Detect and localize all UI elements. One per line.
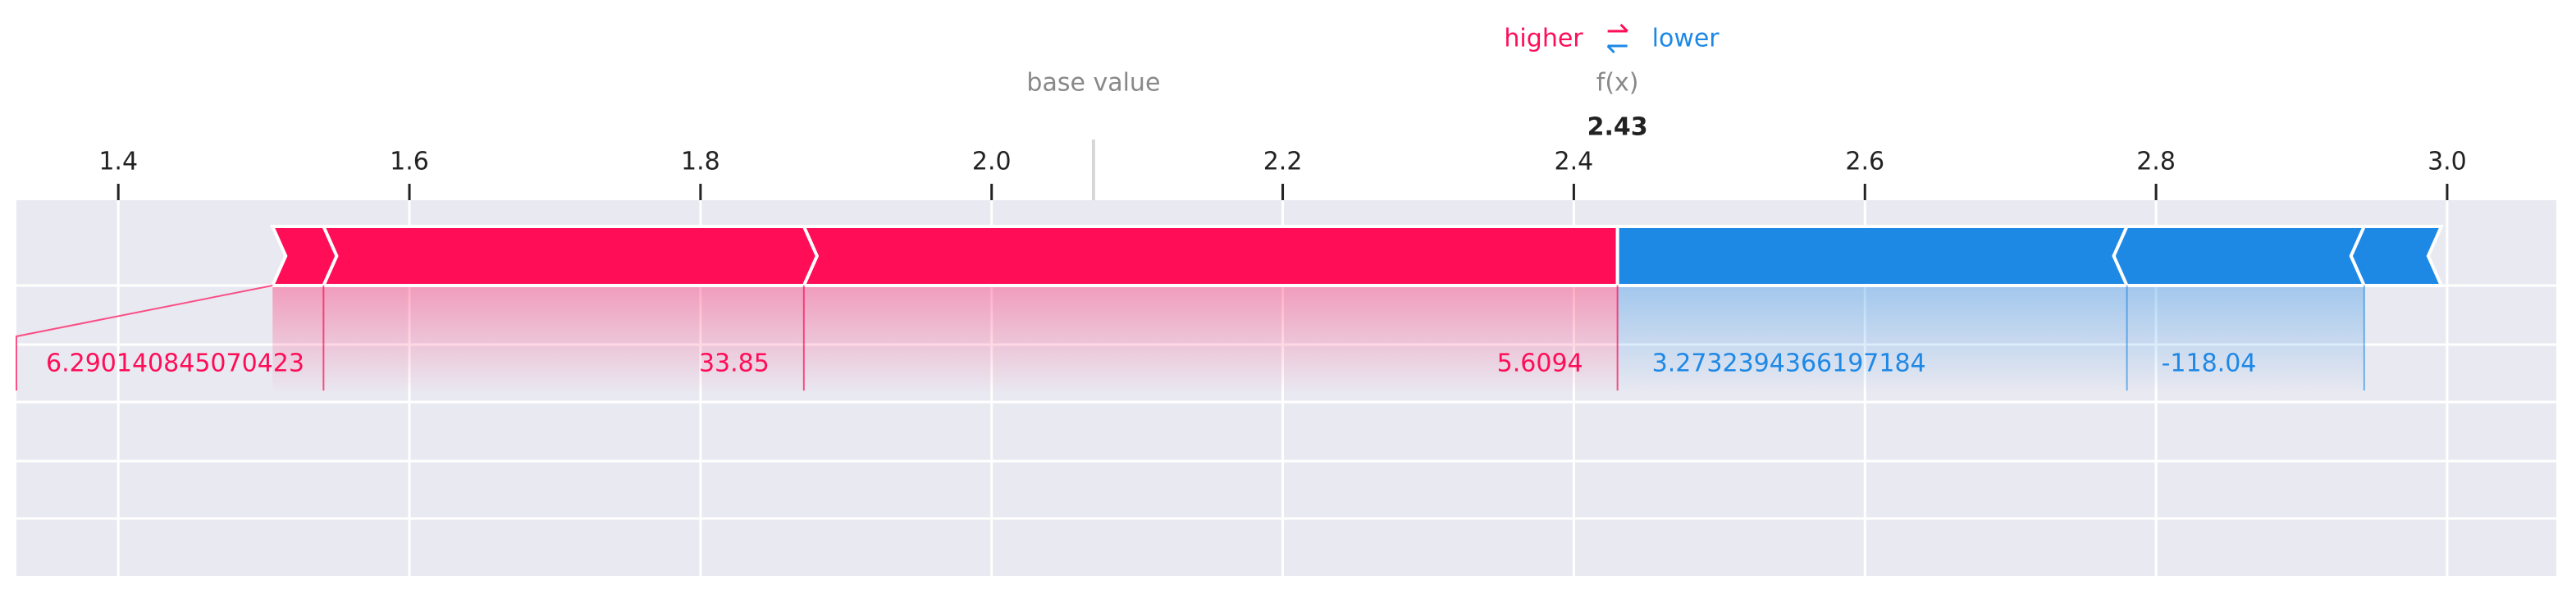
x-tick-label: 1.4 bbox=[98, 148, 138, 176]
bar-segment bbox=[1615, 225, 2130, 287]
feature-label: -118.04 bbox=[2162, 350, 2257, 378]
feature-label: 3.2732394366197184 bbox=[1652, 350, 1926, 378]
bar-segment bbox=[2349, 225, 2444, 287]
legend-arrow bbox=[1606, 44, 1628, 54]
label-band bbox=[323, 286, 804, 394]
base-value-label: base value bbox=[1026, 69, 1160, 98]
x-tick-label: 2.8 bbox=[2136, 148, 2176, 176]
bar-segment bbox=[2112, 225, 2367, 287]
legend-label: lower bbox=[1652, 25, 1720, 53]
output-label: f(x) bbox=[1596, 69, 1639, 98]
label-band bbox=[803, 286, 1618, 394]
x-tick-label: 2.6 bbox=[1845, 148, 1884, 176]
legend-arrow bbox=[1607, 23, 1628, 33]
x-tick-label: 2.2 bbox=[1263, 148, 1303, 176]
label-band bbox=[1617, 286, 2127, 394]
legend-label: higher bbox=[1504, 25, 1583, 53]
x-tick-label: 2.4 bbox=[1555, 148, 1594, 176]
bar-segment bbox=[801, 225, 1619, 287]
label-band bbox=[2126, 286, 2364, 394]
x-tick-label: 1.6 bbox=[390, 148, 429, 176]
feature-label: 33.85 bbox=[699, 350, 770, 378]
feature-label: 5.6094 bbox=[1497, 350, 1583, 378]
output-value: 2.43 bbox=[1587, 113, 1648, 142]
x-tick-label: 1.8 bbox=[681, 148, 720, 176]
feature-label: 6.290140845070423 bbox=[46, 350, 304, 378]
x-tick-label: 3.0 bbox=[2428, 148, 2467, 176]
bar-segment bbox=[321, 225, 820, 287]
label-band bbox=[272, 286, 324, 394]
x-tick-label: 2.0 bbox=[972, 148, 1012, 176]
label-line bbox=[16, 285, 273, 391]
